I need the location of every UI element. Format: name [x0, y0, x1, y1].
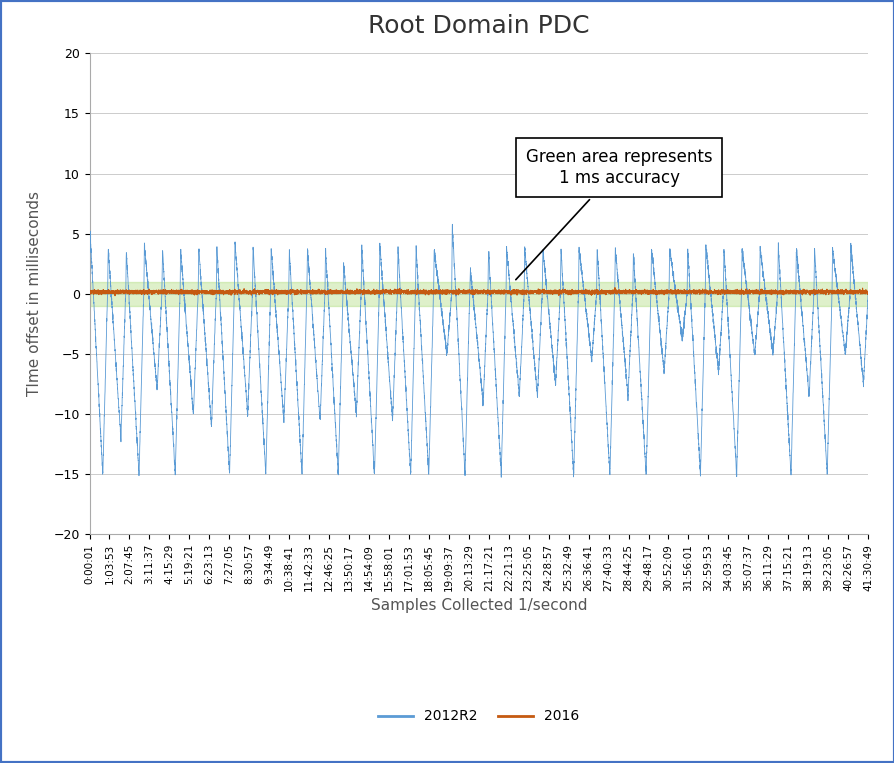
Bar: [89, 282, 867, 306]
Text: Green area represents
1 ms accuracy: Green area represents 1 ms accuracy: [515, 148, 712, 280]
Title: Root Domain PDC: Root Domain PDC: [367, 14, 589, 37]
X-axis label: Samples Collected 1/second: Samples Collected 1/second: [370, 597, 586, 613]
Y-axis label: TIme offset in milliseconds: TIme offset in milliseconds: [27, 192, 42, 396]
Legend: 2012R2, 2016: 2012R2, 2016: [372, 704, 585, 729]
